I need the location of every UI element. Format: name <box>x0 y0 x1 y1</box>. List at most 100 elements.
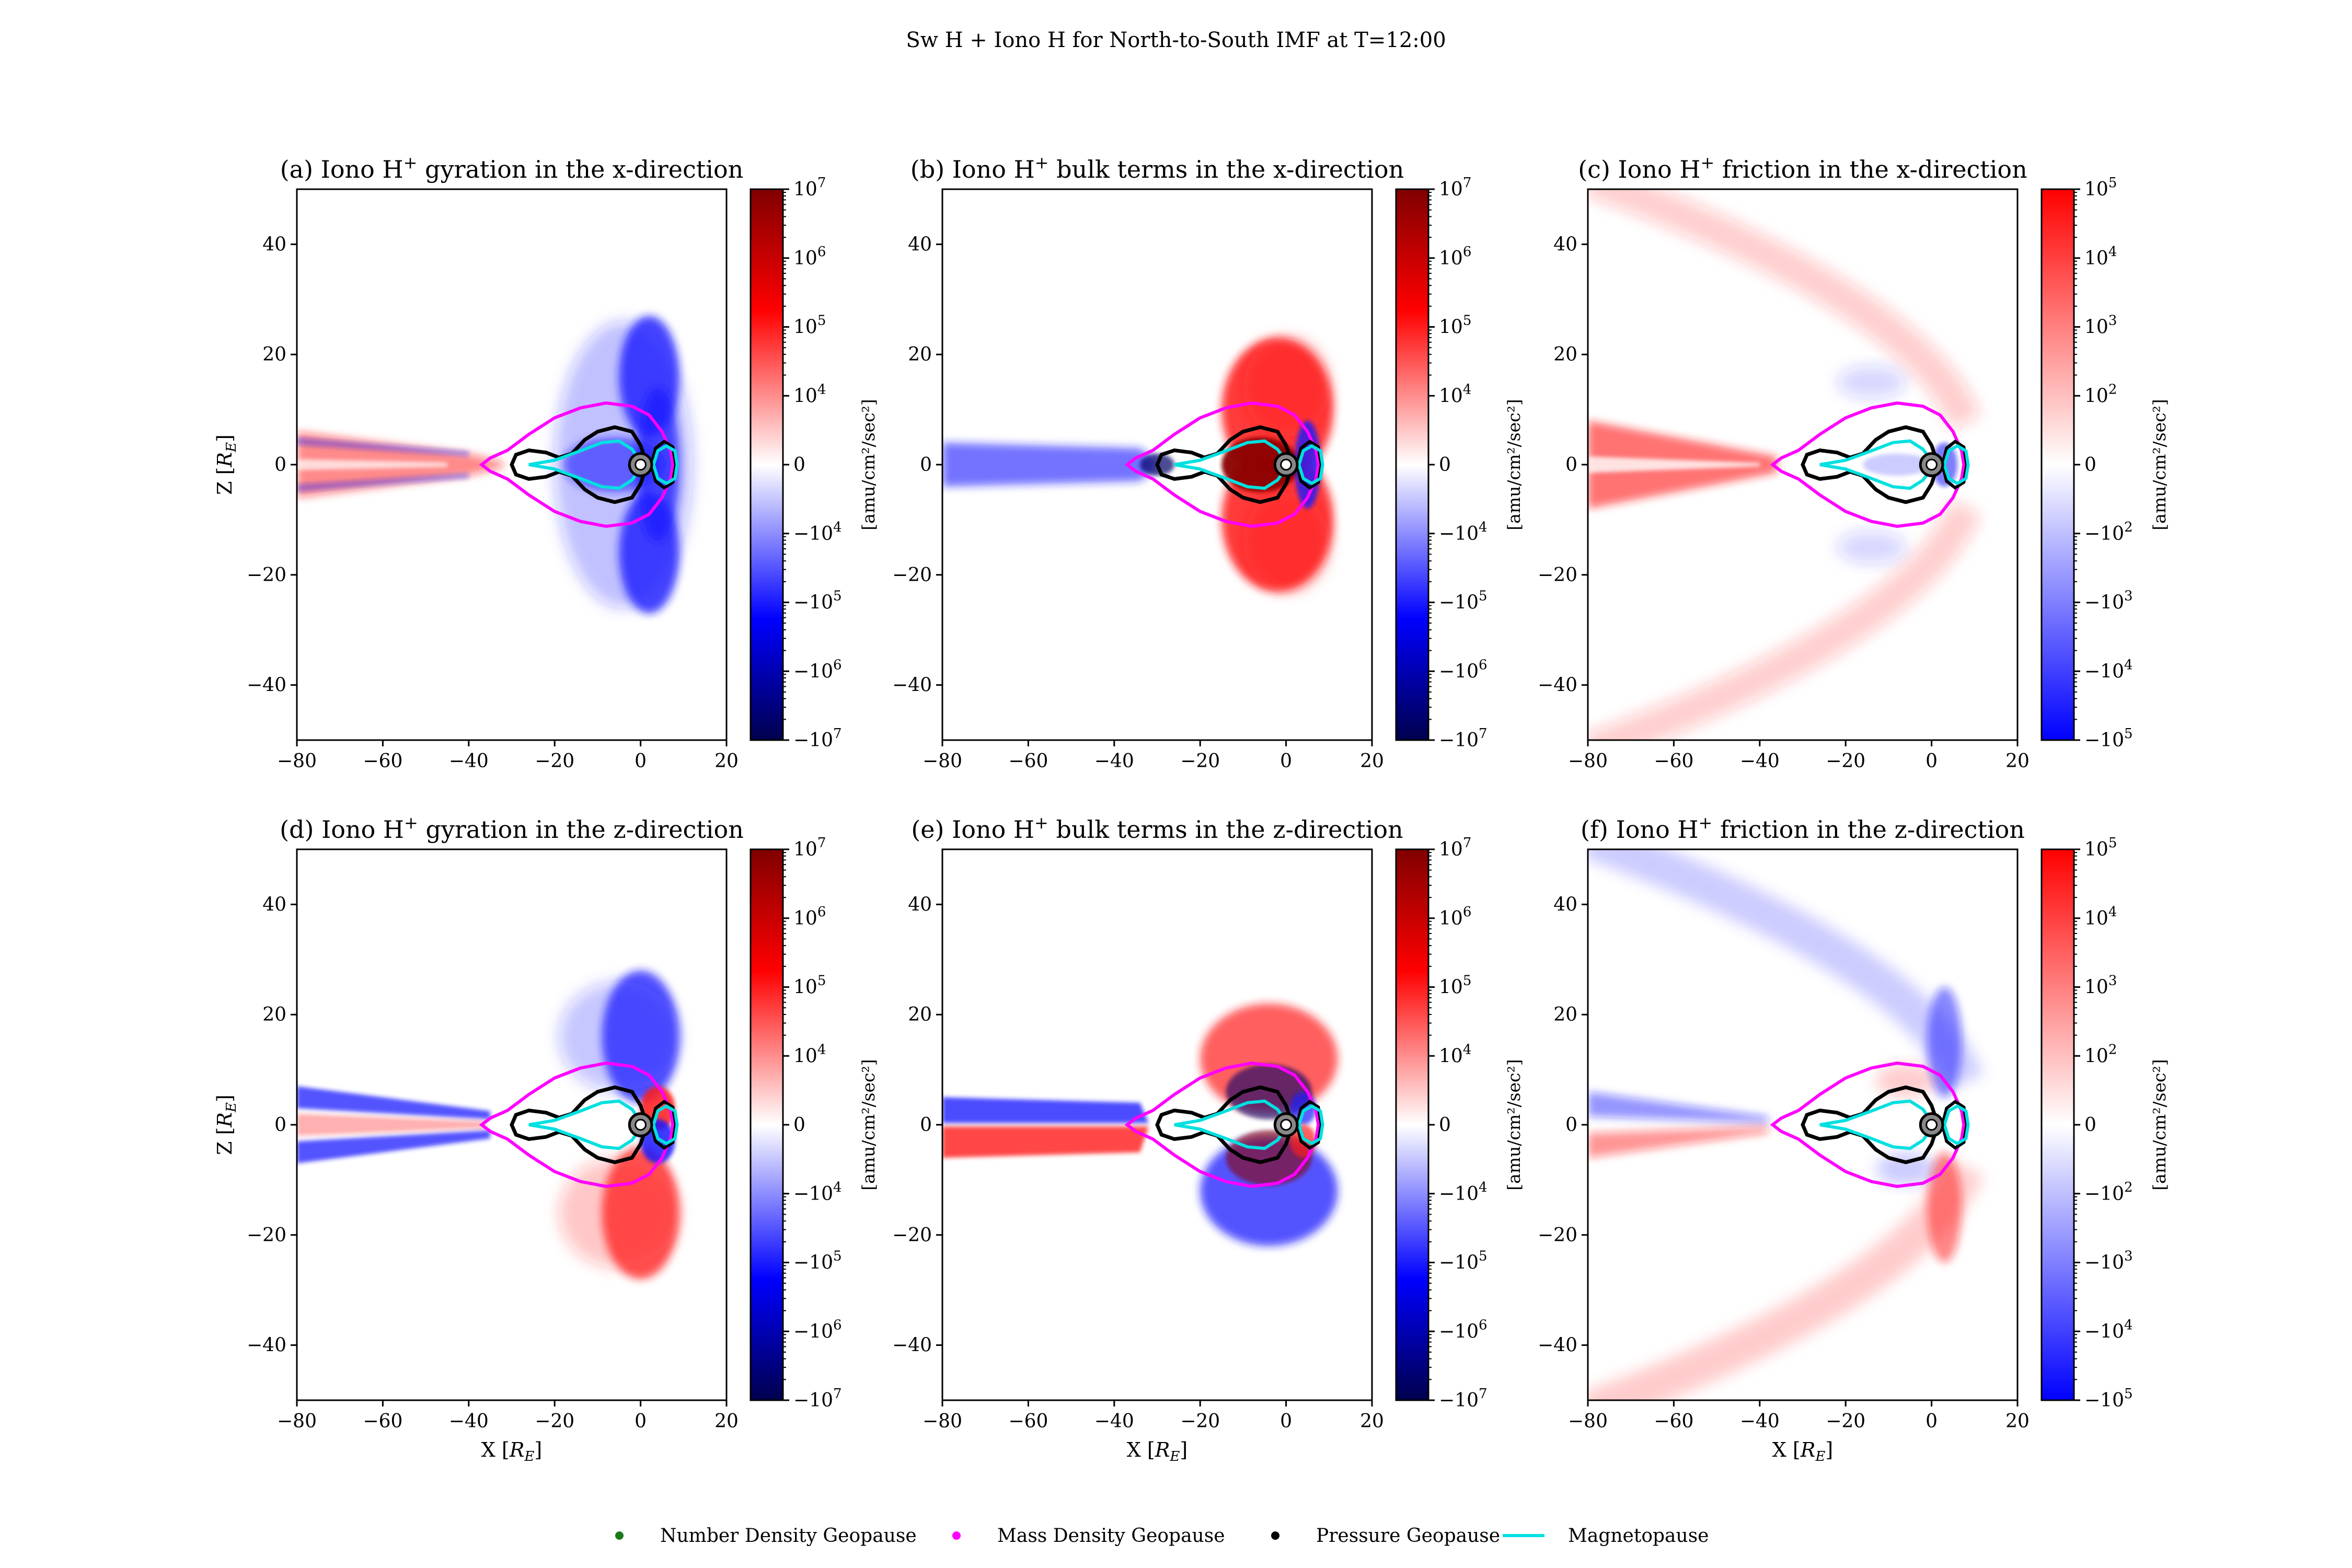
y-tick-label: −40 <box>247 675 286 696</box>
y-axis-label: Z [RE] <box>213 1094 239 1155</box>
y-tick-label: −40 <box>1538 1335 1577 1356</box>
colorbar-tick-label: −105 <box>1439 1249 1488 1274</box>
colorbar <box>2040 188 2075 741</box>
mass-density-geopause-contour <box>1770 1061 1966 1189</box>
legend-item: Pressure Geopause <box>1271 1525 1500 1547</box>
colorbar-tick-label: 103 <box>2084 313 2117 338</box>
x-tick-label: 20 <box>2005 751 2030 772</box>
y-tick-label: 0 <box>274 1114 286 1136</box>
colorbar-tick-label: −104 <box>1439 1180 1488 1205</box>
colorbar-tick-label: 105 <box>2084 835 2117 860</box>
x-tick-label: −60 <box>1654 751 1693 772</box>
x-tick-label: −60 <box>1008 751 1048 772</box>
colorbar-label: [amu/cm²/sec²] <box>2149 399 2170 530</box>
field-region <box>1588 456 1760 473</box>
x-tick-label: −40 <box>449 751 489 772</box>
field-region <box>559 981 679 1092</box>
colorbar-tick-label: 103 <box>2084 973 2117 998</box>
field-region <box>1226 1130 1312 1185</box>
y-tick-label: −40 <box>892 1335 932 1356</box>
y-tick-label: 20 <box>908 1004 932 1025</box>
x-axis-label: X [RE] <box>1127 1438 1187 1465</box>
colorbar <box>1395 188 1429 741</box>
boundary-contours <box>1124 401 1324 528</box>
field-region <box>1243 492 1329 592</box>
colorbar-tick-label: −104 <box>793 520 842 545</box>
field-region <box>942 1097 1149 1123</box>
field-region <box>1927 1152 1962 1263</box>
x-tick-label: −80 <box>277 1411 317 1432</box>
y-tick-label: 40 <box>908 234 932 255</box>
colorbar-tick-label: 0 <box>1439 1114 1451 1136</box>
colorbar-tick-label: −107 <box>793 1386 842 1411</box>
y-tick-label: 0 <box>920 454 932 476</box>
field-region <box>297 1113 486 1136</box>
earth-core-marker <box>635 1119 647 1131</box>
panel-e: −80 −60 −40 −20 0 20 −40 −20 0 20 40 (e) Iono H+ bu… <box>892 813 1524 1465</box>
x-tick-label: 0 <box>635 751 647 772</box>
earth-core-marker <box>1280 1119 1292 1131</box>
x-tick-label: −40 <box>1094 751 1134 772</box>
field-region <box>1588 1159 1984 1400</box>
legend-item: Magnetopause <box>1503 1525 1709 1547</box>
legend-label: Mass Density Geopause <box>997 1525 1225 1547</box>
x-tick-label: −80 <box>923 751 962 772</box>
panel-title: (f) Iono H+ friction in the z-direction <box>1581 813 2025 844</box>
colorbar-tick-label: 102 <box>2084 382 2117 407</box>
y-tick-label: 20 <box>262 1004 286 1025</box>
y-tick-label: 0 <box>1565 454 1577 476</box>
colorbar-tick-label: 104 <box>1439 1042 1471 1067</box>
colorbar-label: [amu/cm²/sec²] <box>1504 1059 1524 1190</box>
field-region <box>942 1126 1149 1158</box>
colorbar-tick-label: 0 <box>2084 1114 2096 1136</box>
mass-density-geopause-contour <box>1124 1061 1320 1189</box>
colorbar-tick-label: −106 <box>1439 657 1488 682</box>
y-tick-label: 0 <box>920 1114 932 1136</box>
colorbar-label: [amu/cm²/sec²] <box>858 399 879 530</box>
field-region <box>297 1130 490 1163</box>
panel-title: (e) Iono H+ bulk terms in the z-directio… <box>911 813 1403 844</box>
field-region <box>1837 365 1906 399</box>
panel-b: −80 −60 −40 −20 0 20 −40 −20 0 20 40 (b) Iono H+ bu… <box>892 153 1524 772</box>
colorbar-tick-label: 106 <box>793 244 826 269</box>
legend-marker <box>1271 1531 1279 1540</box>
boundary-contours <box>479 1061 679 1189</box>
x-tick-label: 0 <box>1280 751 1292 772</box>
x-tick-label: −40 <box>1740 751 1780 772</box>
x-tick-label: −80 <box>277 751 317 772</box>
colorbar-tick-label: −107 <box>1439 726 1488 751</box>
y-tick-label: 40 <box>262 894 286 915</box>
colorbar-tick-label: 104 <box>793 382 826 407</box>
field-region <box>1588 1126 1769 1158</box>
x-axis-label: X [RE] <box>481 1438 542 1465</box>
colorbar-tick-label: −107 <box>1439 1386 1488 1411</box>
earth-core-marker <box>1926 458 1938 471</box>
colorbar-tick-label: −102 <box>2084 1180 2133 1205</box>
legend-marker <box>952 1531 961 1540</box>
colorbar-tick-label: 0 <box>793 1114 805 1136</box>
y-tick-label: −40 <box>892 675 932 696</box>
magnetopause-contour <box>652 1104 679 1146</box>
colorbar-tick-label: 104 <box>793 1042 826 1067</box>
x-tick-label: 0 <box>635 1411 647 1432</box>
x-tick-label: −20 <box>1180 1411 1220 1432</box>
legend-label: Magnetopause <box>1568 1525 1709 1547</box>
y-tick-label: 20 <box>262 344 286 365</box>
x-tick-label: −60 <box>363 751 402 772</box>
colorbar-tick-label: 0 <box>793 454 805 476</box>
legend-marker <box>615 1531 624 1540</box>
y-axis-label: Z [RE] <box>213 434 239 495</box>
y-tick-label: −20 <box>892 564 932 586</box>
x-tick-label: −60 <box>1654 1411 1693 1432</box>
y-tick-label: 40 <box>262 234 286 255</box>
field-region <box>1875 1064 1936 1098</box>
field-region <box>1588 1091 1769 1123</box>
legend-item: Number Density Geopause <box>615 1525 917 1547</box>
colorbar-tick-label: −106 <box>1439 1317 1488 1342</box>
panel-title: (b) Iono H+ bulk terms in the x-directio… <box>910 153 1404 183</box>
colorbar-tick-label: −104 <box>1439 520 1488 545</box>
x-tick-label: 20 <box>714 1411 739 1432</box>
boundary-contours <box>1124 1061 1324 1189</box>
x-tick-label: −20 <box>1826 1411 1865 1432</box>
colorbar-tick-label: 105 <box>1439 973 1471 998</box>
